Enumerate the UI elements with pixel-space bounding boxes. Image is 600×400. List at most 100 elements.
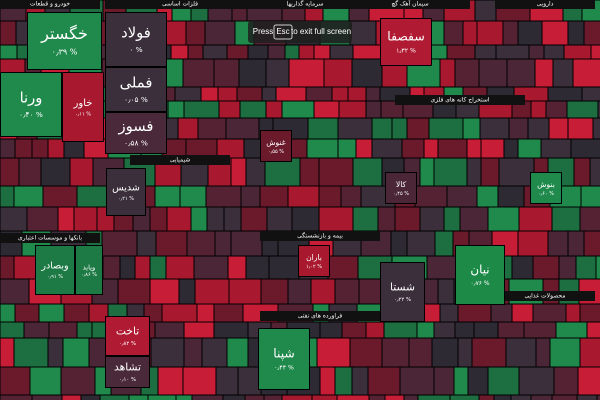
tile-cell bbox=[378, 207, 395, 231]
tile-cell bbox=[180, 186, 206, 207]
tile-cell bbox=[352, 367, 368, 395]
tile-cell bbox=[518, 139, 541, 158]
stock-change: ۰٫۱۰ % bbox=[119, 377, 136, 383]
tile-cell bbox=[58, 207, 74, 231]
tile-cell bbox=[573, 59, 600, 87]
sector-label: سرمایه گذاریها bbox=[286, 0, 323, 8]
tile-cell bbox=[292, 207, 319, 231]
stock-name: فملی bbox=[120, 75, 153, 92]
tile-cell bbox=[306, 87, 332, 101]
tile-cell bbox=[590, 158, 600, 186]
tile-cell bbox=[328, 256, 358, 279]
tile-cell bbox=[519, 207, 552, 231]
stock-change: ۰٫۵۸ % bbox=[124, 138, 148, 147]
tile-cell bbox=[205, 21, 235, 45]
tile-cell bbox=[265, 158, 300, 186]
tile-cell bbox=[559, 256, 576, 279]
tile-cell bbox=[552, 395, 577, 400]
tile-cell bbox=[0, 395, 32, 400]
tile-cell bbox=[207, 207, 224, 231]
stock-name: ورنا bbox=[20, 90, 43, 107]
stock-tile bbox=[75, 245, 103, 295]
stock-change: ۰٫۲۲ % bbox=[394, 297, 411, 303]
tile-cell bbox=[227, 338, 248, 367]
tile-cell bbox=[187, 231, 215, 256]
sector-header-bg bbox=[260, 311, 380, 321]
tile-cell bbox=[460, 207, 488, 231]
tile-cell bbox=[162, 139, 186, 158]
sector-header-bg bbox=[495, 0, 595, 9]
stock-name: سفصفا bbox=[387, 30, 424, 44]
tile-cell bbox=[282, 101, 314, 118]
stock-name: شدیس bbox=[112, 183, 140, 194]
tile-cell bbox=[584, 231, 600, 256]
tile-cell bbox=[239, 59, 266, 87]
tile-cell bbox=[151, 338, 184, 367]
tile-cell bbox=[74, 207, 97, 231]
tile-cell bbox=[184, 322, 214, 338]
tile-cell bbox=[317, 338, 350, 367]
tile-cell bbox=[488, 207, 519, 231]
tile-cell bbox=[206, 186, 241, 207]
tile-cell bbox=[455, 322, 474, 338]
tile-cell bbox=[546, 101, 567, 118]
sector-label: فلزات اساسی bbox=[162, 1, 198, 8]
tile-cell bbox=[511, 395, 531, 400]
stock-name: بنوش bbox=[537, 180, 555, 189]
tile-cell bbox=[241, 186, 260, 207]
tile-cell bbox=[48, 338, 63, 367]
tile-cell bbox=[314, 101, 339, 118]
tile-cell bbox=[176, 395, 192, 400]
tile-cell bbox=[444, 21, 463, 45]
sector-header-bg bbox=[0, 233, 100, 243]
tile-cell bbox=[226, 118, 259, 139]
tile-cell bbox=[577, 395, 597, 400]
stock-name: تشاهد bbox=[114, 361, 141, 374]
tile-cell bbox=[479, 395, 494, 400]
tile-cell bbox=[536, 338, 550, 367]
tile-cell bbox=[339, 101, 366, 118]
tile-cell bbox=[427, 256, 461, 279]
tile-cell bbox=[424, 139, 438, 158]
tile-cell bbox=[319, 186, 341, 207]
stock-tile bbox=[62, 72, 104, 142]
stock-change: ۰ % bbox=[129, 45, 142, 54]
tile-cell bbox=[368, 367, 400, 395]
tile-cell bbox=[571, 139, 600, 158]
tile-cell bbox=[61, 367, 95, 395]
tile-cell bbox=[269, 256, 299, 279]
stock-tile bbox=[530, 172, 562, 204]
tile-cell bbox=[162, 304, 197, 322]
tile-cell bbox=[366, 87, 380, 101]
tile-cell bbox=[84, 139, 108, 158]
tile-cell bbox=[102, 231, 137, 256]
tile-cell bbox=[454, 367, 468, 395]
stock-tile bbox=[0, 72, 62, 137]
tile-cell bbox=[463, 21, 477, 45]
tile-cell bbox=[337, 395, 369, 400]
tile-cell bbox=[477, 21, 503, 45]
tile-cell bbox=[591, 45, 600, 59]
tile-cell bbox=[498, 186, 524, 207]
notice-rest: to exit full screen bbox=[291, 27, 351, 36]
tile-cell bbox=[14, 338, 48, 367]
tile-cell bbox=[203, 45, 227, 59]
tile-cell bbox=[553, 59, 573, 87]
tile-cell bbox=[356, 139, 372, 158]
tile-cell bbox=[224, 207, 241, 231]
sector-label: شیمیایی bbox=[170, 157, 191, 164]
sector-label: بیمه و بازنشستگی bbox=[297, 232, 343, 240]
tile-cell bbox=[447, 186, 477, 207]
tile-cell bbox=[440, 304, 458, 322]
stock-change: ۰٫۳۹ % bbox=[52, 48, 78, 57]
esc-key bbox=[273, 24, 293, 40]
tile-cell bbox=[0, 304, 15, 322]
tile-cell bbox=[518, 231, 548, 256]
stock-name: تاخت bbox=[116, 325, 139, 338]
tile-cell bbox=[438, 139, 467, 158]
tile-cell bbox=[434, 367, 454, 395]
tile-cell bbox=[184, 338, 202, 367]
tile-cell bbox=[338, 139, 356, 158]
tile-cell bbox=[369, 395, 385, 400]
tile-cell bbox=[432, 338, 458, 367]
